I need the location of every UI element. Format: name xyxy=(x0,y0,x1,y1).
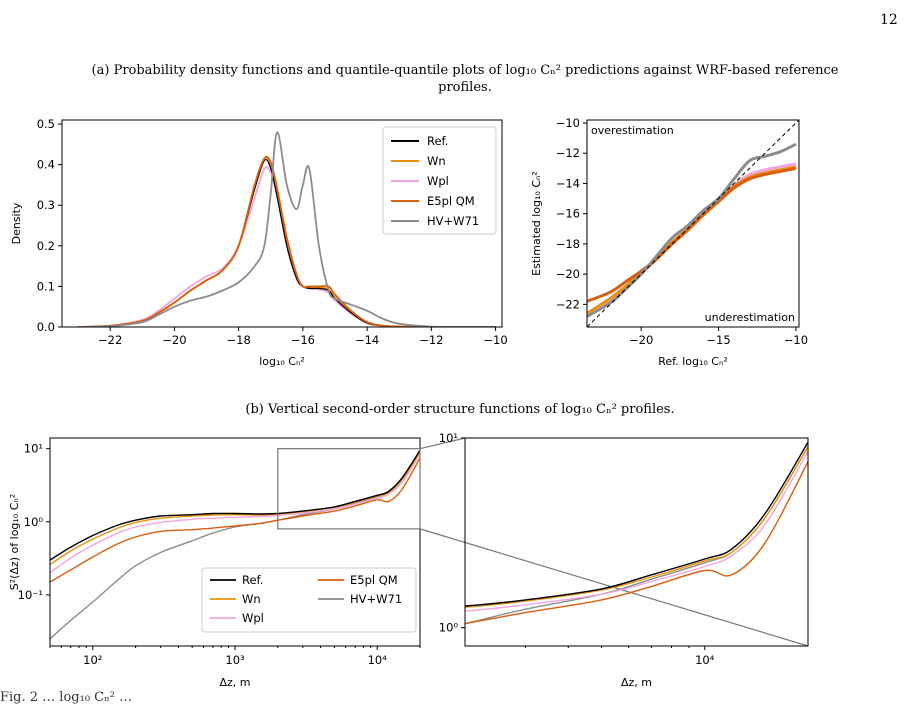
pdf-xtick-label: −16 xyxy=(291,333,315,347)
zoom-series-wpl xyxy=(465,451,808,612)
zoom-series-hv-w71 xyxy=(465,446,808,625)
pdf-ytick-label: 0.5 xyxy=(37,117,55,131)
pdf-ylabel: Density xyxy=(10,202,23,244)
sf-legend-label: E5pl QM xyxy=(350,573,398,587)
sf-legend-label: Wn xyxy=(242,592,261,606)
zoom-xlabel: Δz, m xyxy=(621,676,652,689)
zoom-series-ref- xyxy=(465,441,808,607)
page-number: 12 xyxy=(880,12,898,28)
sf-xtick-label: 10² xyxy=(83,653,102,667)
qq-ylabel: Estimated log₁₀ Cₙ² xyxy=(530,171,543,276)
pdf-xtick-label: −12 xyxy=(419,333,443,347)
qq-annotation-over: overestimation xyxy=(591,124,674,137)
sf-zoom-box xyxy=(277,448,421,530)
qq-ytick-label: −16 xyxy=(556,207,580,221)
zoom-ytick-label: 10⁰ xyxy=(439,621,459,635)
sf-xtick-label: 10⁴ xyxy=(368,653,388,667)
pdf-ytick-label: 0.2 xyxy=(37,239,55,253)
qq-identity-line xyxy=(587,120,799,327)
zoom-connector-top xyxy=(419,437,466,450)
qq-ytick-label: −14 xyxy=(556,176,580,190)
sf-ytick-label: 10¹ xyxy=(24,442,43,456)
pdf-legend-label: E5pl QM xyxy=(427,194,475,208)
sf-legend-label: HV+W71 xyxy=(350,592,402,606)
pdf-ytick-label: 0.3 xyxy=(37,198,55,212)
zoom-axes-frame xyxy=(464,437,809,647)
pdf-ytick-label: 0.0 xyxy=(37,320,55,334)
pdf-xtick-label: −10 xyxy=(483,333,507,347)
sf-series-wpl xyxy=(50,453,420,574)
caption-a: (a) Probability density functions and qu… xyxy=(91,63,839,95)
qq-series-e5pl-qm xyxy=(587,166,797,303)
sf-xlabel: Δz, m xyxy=(219,676,250,689)
qq-xtick-label: −15 xyxy=(706,333,730,347)
qq-xlabel: Ref. log₁₀ Cₙ² xyxy=(658,355,728,368)
pdf-axes-frame xyxy=(61,119,503,328)
pdf-xtick-label: −22 xyxy=(98,333,122,347)
sf-ylabel: S²(Δz) of log₁₀ Cₙ² xyxy=(8,494,21,590)
pdf-legend-label: HV+W71 xyxy=(427,214,479,228)
qq-axes-frame xyxy=(586,119,800,328)
qq-ytick-label: −12 xyxy=(556,146,580,160)
pdf-series-hv-w71 xyxy=(78,131,496,327)
pdf-xtick-label: −18 xyxy=(227,333,251,347)
sf-xtick-label: 10³ xyxy=(225,653,245,667)
pdf-xlabel: log₁₀ Cₙ² xyxy=(259,355,305,368)
sf-legend xyxy=(201,567,417,633)
zoom-series-wn xyxy=(465,446,808,609)
qq-series-wn xyxy=(587,165,797,315)
pdf-ytick-label: 0.1 xyxy=(37,279,55,293)
zoom-xtick-label: 10⁴ xyxy=(695,653,715,667)
qq-xtick-label: −10 xyxy=(784,333,808,347)
qq-series-hv-w71 xyxy=(587,142,797,318)
sf-legend-label: Wpl xyxy=(242,611,264,625)
pdf-legend-label: Wpl xyxy=(427,174,449,188)
qq-ytick-label: −20 xyxy=(556,267,580,281)
pdf-xtick-label: −14 xyxy=(355,333,379,347)
caption-b: (b) Vertical second-order structure func… xyxy=(245,402,675,417)
qq-annotation-under: underestimation xyxy=(705,311,795,324)
pdf-series-e5pl-qm xyxy=(78,155,496,327)
sf-series-e5pl-qm xyxy=(50,457,420,583)
caption-bottom: Fig. 2 … log₁₀ Cₙ² … xyxy=(0,690,133,705)
sf-series-wn xyxy=(50,451,420,566)
pdf-xtick-label: −20 xyxy=(162,333,186,347)
qq-ytick-label: −18 xyxy=(556,237,580,251)
pdf-legend-label: Ref. xyxy=(427,134,448,148)
zoom-ytick-label: 10¹ xyxy=(439,431,458,445)
qq-ytick-label: −22 xyxy=(556,297,580,311)
qq-ytick-label: −10 xyxy=(556,116,580,130)
sf-ytick-label: 10⁰ xyxy=(24,515,44,529)
zoom-series-e5pl-qm xyxy=(465,461,808,625)
pdf-ytick-label: 0.4 xyxy=(37,158,55,172)
pdf-legend xyxy=(382,126,497,235)
sf-series-ref- xyxy=(50,449,420,561)
sf-legend-label: Ref. xyxy=(242,573,263,587)
qq-xtick-label: −20 xyxy=(629,333,653,347)
pdf-legend-label: Wn xyxy=(427,154,446,168)
sf-ytick-label: 10⁻¹ xyxy=(18,588,43,602)
